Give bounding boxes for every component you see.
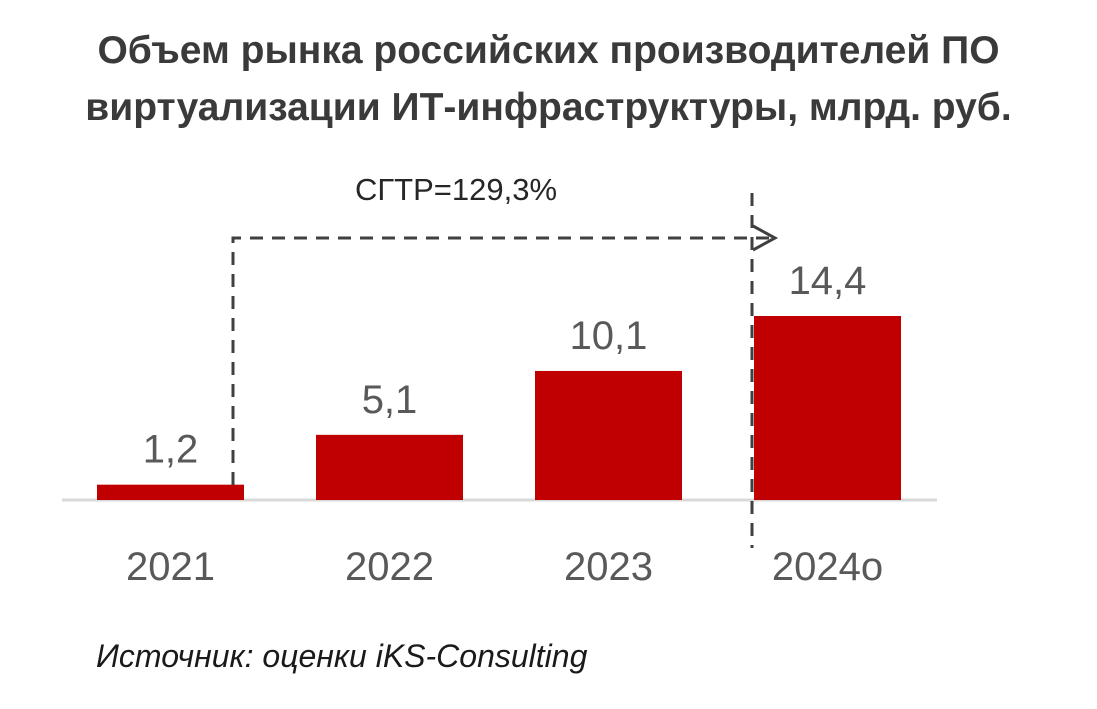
chart-title-line-2: виртуализации ИТ-инфраструктуры, млрд. р… — [85, 86, 1012, 129]
x-tick-label-2022: 2022 — [345, 545, 434, 589]
cagr-arrowhead — [752, 224, 779, 252]
x-tick-label-2023: 2023 — [564, 545, 653, 589]
cagr-annotation: СГТР=129,3% — [355, 172, 557, 207]
data-label-2023: 10,1 — [570, 314, 648, 358]
bar-2024о — [754, 316, 901, 500]
x-tick-label-2021: 2021 — [126, 545, 215, 589]
data-label-2021: 1,2 — [143, 428, 199, 472]
data-label-2024о: 14,4 — [789, 259, 867, 303]
bar-2021 — [97, 484, 244, 500]
chart-title: Объем рынка российских производителей ПО… — [0, 22, 1097, 136]
source-note: Источник: оценки iKS-Consulting — [96, 638, 588, 674]
chart-title-line-1: Объем рынка российских производителей ПО — [97, 29, 1000, 72]
x-tick-label-2024о: 2024о — [772, 545, 883, 589]
cagr-arrow-line — [231, 236, 770, 485]
data-label-2022: 5,1 — [362, 378, 418, 422]
bar-2022 — [316, 434, 463, 500]
bar-2023 — [535, 370, 682, 500]
